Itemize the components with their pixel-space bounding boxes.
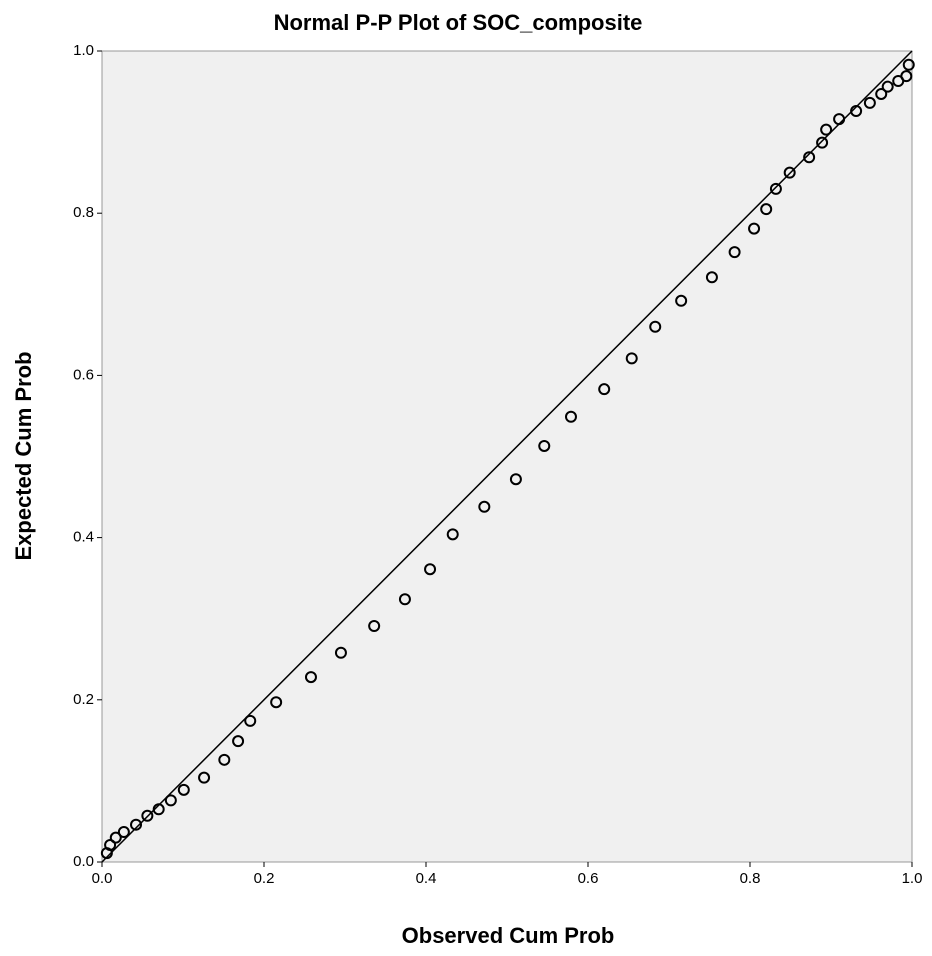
y-tick-label: 0.8 — [73, 204, 94, 221]
point — [625, 352, 638, 365]
point — [117, 825, 130, 838]
point — [863, 96, 876, 109]
y-tick-label: 0.4 — [73, 529, 94, 546]
y-tick-label: 1.0 — [73, 42, 94, 59]
point — [564, 410, 577, 423]
point — [218, 753, 231, 766]
point — [769, 182, 782, 195]
point — [748, 222, 761, 235]
point — [705, 271, 718, 284]
point — [104, 838, 117, 851]
point — [875, 87, 888, 100]
point — [130, 818, 143, 831]
point — [141, 809, 154, 822]
point — [334, 646, 347, 659]
point — [232, 735, 245, 748]
point — [270, 696, 283, 709]
x-tick-label: 0.0 — [92, 870, 113, 887]
point — [816, 136, 829, 149]
x-tick-label: 0.8 — [740, 870, 761, 887]
x-axis-label: Observed Cum Prob — [402, 923, 615, 948]
point — [598, 383, 611, 396]
point — [198, 771, 211, 784]
point — [649, 320, 662, 333]
point — [850, 105, 863, 118]
point — [538, 439, 551, 452]
point — [675, 294, 688, 307]
point — [244, 714, 257, 727]
y-tick-label: 0.6 — [73, 366, 94, 383]
point — [900, 70, 913, 83]
point — [304, 671, 317, 684]
x-tick-label: 1.0 — [902, 870, 923, 887]
point — [509, 473, 522, 486]
point — [109, 831, 122, 844]
point — [368, 619, 381, 632]
point — [783, 166, 796, 179]
point — [820, 123, 833, 136]
x-tick-label: 0.4 — [416, 870, 437, 887]
point — [164, 794, 177, 807]
x-tick-label: 0.6 — [578, 870, 599, 887]
point — [446, 528, 459, 541]
chart-title: Normal P-P Plot of SOC_composite — [274, 10, 643, 35]
y-tick-label: 0.2 — [73, 691, 94, 708]
x-tick-label: 0.2 — [254, 870, 275, 887]
y-tick-label: 0.0 — [73, 853, 94, 870]
point — [152, 803, 165, 816]
y-axis-label: Expected Cum Prob — [11, 351, 36, 560]
point — [728, 246, 741, 259]
point — [760, 203, 773, 216]
point — [902, 58, 915, 71]
point — [478, 500, 491, 513]
point — [424, 563, 437, 576]
point — [803, 151, 816, 164]
point — [881, 80, 894, 93]
point — [398, 593, 411, 606]
reference-line — [101, 50, 913, 863]
point — [833, 113, 846, 126]
point — [177, 783, 190, 796]
